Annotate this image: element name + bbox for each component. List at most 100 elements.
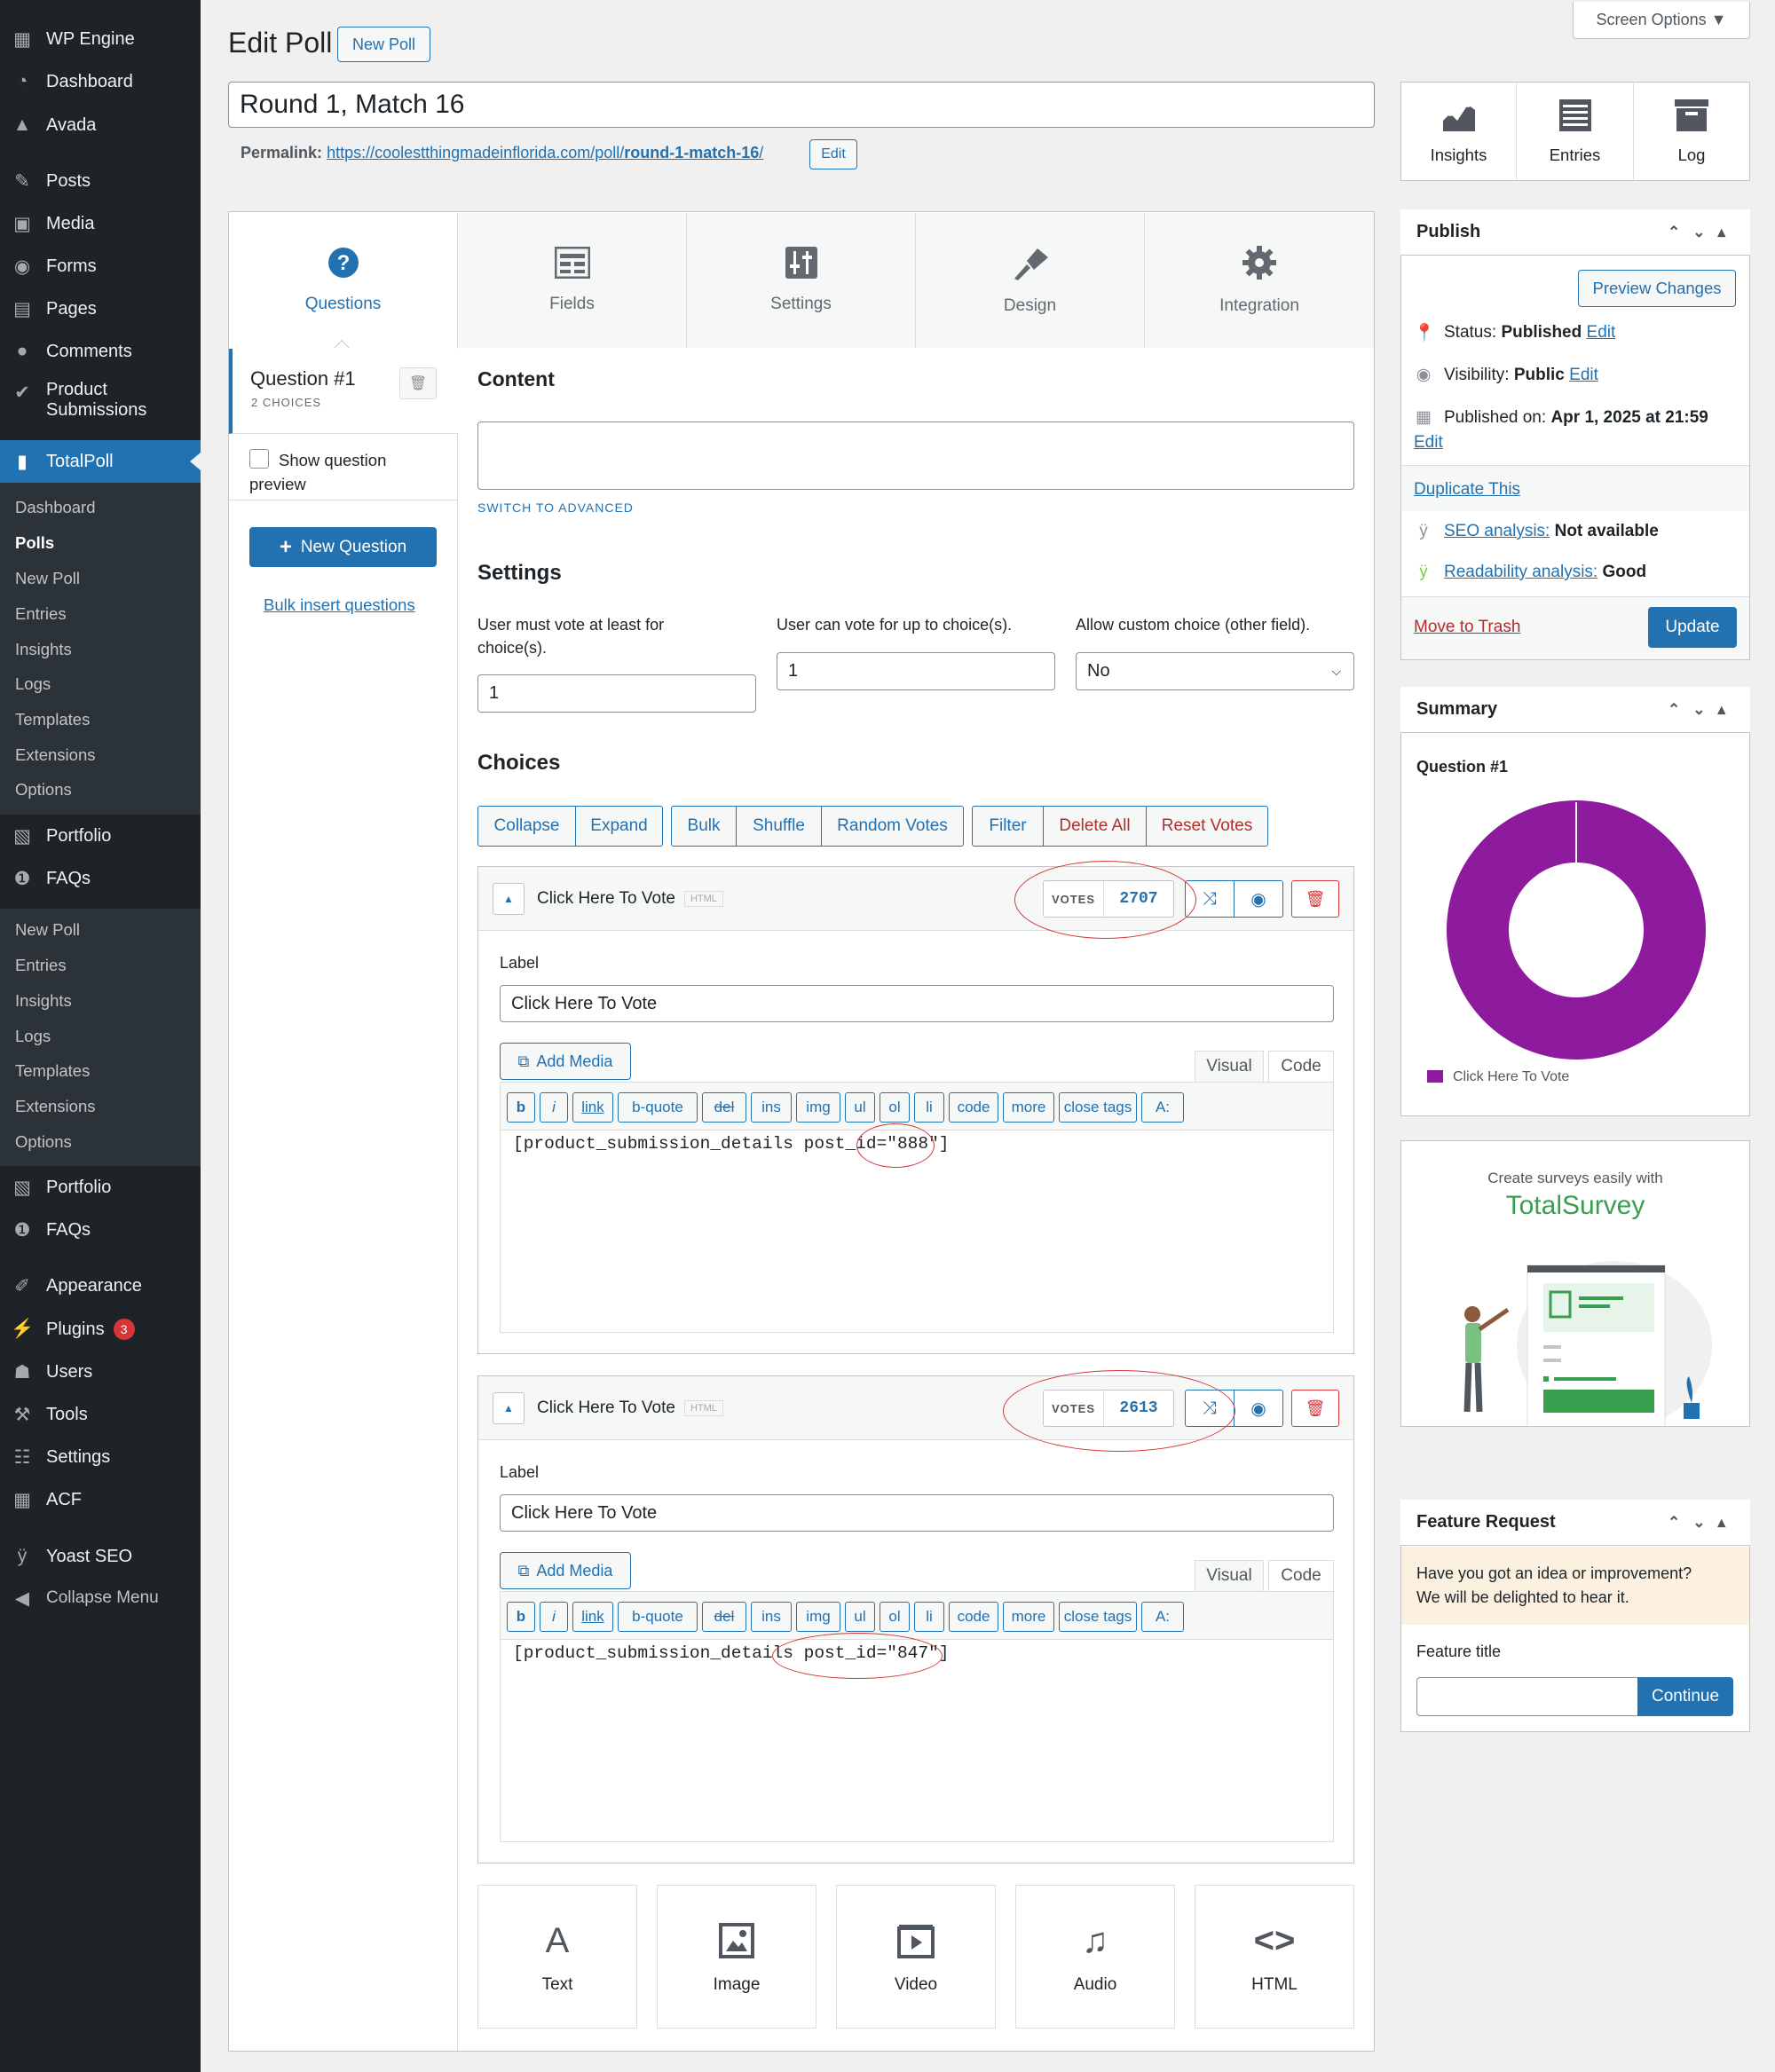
quicktag-ul-button[interactable]: ul [845,1092,875,1123]
quicktag-link-button[interactable]: link [572,1092,613,1123]
reset-votes-button[interactable]: Reset Votes [1146,806,1268,847]
show-preview-checkbox[interactable] [249,449,269,469]
panel-arrows-icon[interactable]: ⌃⌄▴ [1667,700,1738,718]
tab-design[interactable]: Design [916,213,1145,348]
quicktag-del-button[interactable]: del [702,1092,746,1123]
menu-pages[interactable]: ▤ Pages [0,291,201,327]
switch-advanced-link[interactable]: SWITCH TO ADVANCED [477,500,634,515]
submenu-insights[interactable]: Insights [15,640,72,658]
menu-faqs-2[interactable]: ❶ FAQs [0,1212,201,1248]
post-title-input[interactable]: Round 1, Match 16 [228,82,1375,128]
submenu-options-2[interactable]: Options [15,1132,72,1151]
menu-product-submissions[interactable]: ✔ Product Submissions [0,380,201,429]
code-tab[interactable]: Code [1268,1051,1334,1083]
totalsurvey-promo[interactable]: Create surveys easily with TotalSurvey [1400,1140,1750,1427]
toggle-visibility-button[interactable]: ◉ [1234,880,1283,918]
tab-settings[interactable]: Settings [687,213,916,348]
menu-posts[interactable]: ✎ Posts [0,163,201,199]
summary-header[interactable]: Summary ⌃⌄▴ [1400,687,1750,733]
submenu-logs[interactable]: Logs [15,674,51,693]
permalink-link[interactable]: https://coolestthingmadeinflorida.com/po… [327,144,764,162]
quicktag-code-button[interactable]: code [949,1602,998,1632]
bulk-insert-link[interactable]: Bulk insert questions [264,595,415,614]
screen-options-button[interactable]: Screen Options ▼ [1573,2,1750,39]
quicktag-i-button[interactable]: i [540,1092,568,1123]
submenu-new-poll-2[interactable]: New Poll [15,920,80,939]
submenu-logs-2[interactable]: Logs [15,1027,51,1045]
quicktag-ol-button[interactable]: ol [880,1602,910,1632]
quicktag-img-button[interactable]: img [796,1602,840,1632]
custom-choice-select[interactable]: No ⌵ [1076,652,1354,690]
menu-portfolio[interactable]: ▧ Portfolio [0,818,201,854]
add-media-button[interactable]: ⧉ Add Media [500,1552,631,1589]
quicktag-b-quote-button[interactable]: b-quote [618,1602,698,1632]
insights-toolbar-button[interactable]: Insights [1401,83,1517,180]
quicktag-direction-button[interactable]: A: [1141,1602,1184,1632]
quicktag-li-button[interactable]: li [914,1602,944,1632]
quicktag-ins-button[interactable]: ins [751,1602,792,1632]
menu-totalpoll[interactable]: ▮ TotalPoll [0,440,201,483]
min-choices-input[interactable]: 1 [477,674,756,713]
random-votes-button[interactable]: Random Votes [821,806,964,847]
bulk-button[interactable]: Bulk [671,806,737,847]
submenu-templates[interactable]: Templates [15,710,91,729]
entries-toolbar-button[interactable]: Entries [1517,83,1634,180]
submenu-new-poll[interactable]: New Poll [15,569,80,587]
add-video-choice[interactable]: Video [836,1885,996,2029]
menu-settings[interactable]: ☷ Settings [0,1439,201,1475]
quicktag-ol-button[interactable]: ol [880,1092,910,1123]
feature-request-header[interactable]: Feature Request ⌃⌄▴ [1400,1500,1750,1546]
permalink-edit-button[interactable]: Edit [809,139,857,169]
preview-changes-button[interactable]: Preview Changes [1578,270,1736,307]
quicktag-b-button[interactable]: b [507,1092,535,1123]
collapse-menu-button[interactable]: ◀ Collapse Menu [0,1580,201,1616]
quicktag-link-button[interactable]: link [572,1602,613,1632]
visual-tab[interactable]: Visual [1195,1560,1264,1592]
quicktag-more-button[interactable]: more [1003,1602,1054,1632]
add-audio-choice[interactable]: ♫ Audio [1015,1885,1175,2029]
continue-button[interactable]: Continue [1637,1677,1733,1716]
add-media-button[interactable]: ⧉ Add Media [500,1043,631,1080]
quicktag-direction-button[interactable]: A: [1141,1092,1184,1123]
submenu-extensions[interactable]: Extensions [15,745,96,764]
menu-avada[interactable]: ▲ Avada [0,107,201,143]
quicktag-b-quote-button[interactable]: b-quote [618,1092,698,1123]
submenu-dashboard[interactable]: Dashboard [15,498,96,516]
max-choices-input[interactable]: 1 [777,652,1055,690]
quicktag-img-button[interactable]: img [796,1092,840,1123]
menu-acf[interactable]: ▦ ACF [0,1482,201,1517]
menu-appearance[interactable]: ✐ Appearance [0,1268,201,1304]
move-to-trash-link[interactable]: Move to Trash [1414,618,1521,636]
choice-label-input[interactable]: Click Here To Vote [500,985,1334,1022]
feature-title-input[interactable] [1416,1677,1638,1716]
add-image-choice[interactable]: Image [657,1885,816,2029]
new-poll-button[interactable]: New Poll [337,27,430,62]
quicktag-more-button[interactable]: more [1003,1092,1054,1123]
menu-media[interactable]: ▣ Media [0,206,201,241]
update-button[interactable]: Update [1648,607,1737,648]
status-edit-link[interactable]: Edit [1586,323,1616,342]
quicktag-ul-button[interactable]: ul [845,1602,875,1632]
submenu-insights-2[interactable]: Insights [15,991,72,1010]
menu-tools[interactable]: ⚒ Tools [0,1397,201,1432]
delete-choice-button[interactable]: 🗑 [1291,880,1339,918]
submenu-entries[interactable]: Entries [15,604,67,623]
toggle-visibility-button[interactable]: ◉ [1234,1390,1283,1427]
menu-portfolio-2[interactable]: ▧ Portfolio [0,1170,201,1205]
collapse-choice-toggle[interactable]: ▲ [493,1392,525,1424]
delete-choice-button[interactable]: 🗑 [1291,1390,1339,1427]
log-toolbar-button[interactable]: Log [1634,83,1749,180]
menu-plugins[interactable]: ⚡ Plugins 3 [0,1312,201,1347]
quicktag-ins-button[interactable]: ins [751,1092,792,1123]
duplicate-link[interactable]: Duplicate This [1414,480,1521,499]
quicktag-li-button[interactable]: li [914,1092,944,1123]
submenu-options[interactable]: Options [15,780,72,799]
panel-arrows-icon[interactable]: ⌃⌄▴ [1667,1513,1738,1531]
submenu-templates-2[interactable]: Templates [15,1061,91,1080]
filter-button[interactable]: Filter [972,806,1044,847]
menu-users[interactable]: ☗ Users [0,1354,201,1390]
visibility-edit-link[interactable]: Edit [1569,365,1598,384]
menu-yoast[interactable]: ÿ Yoast SEO [0,1539,201,1574]
add-text-choice[interactable]: A Text [477,1885,637,2029]
panel-arrows-icon[interactable]: ⌃⌄▴ [1667,223,1738,240]
